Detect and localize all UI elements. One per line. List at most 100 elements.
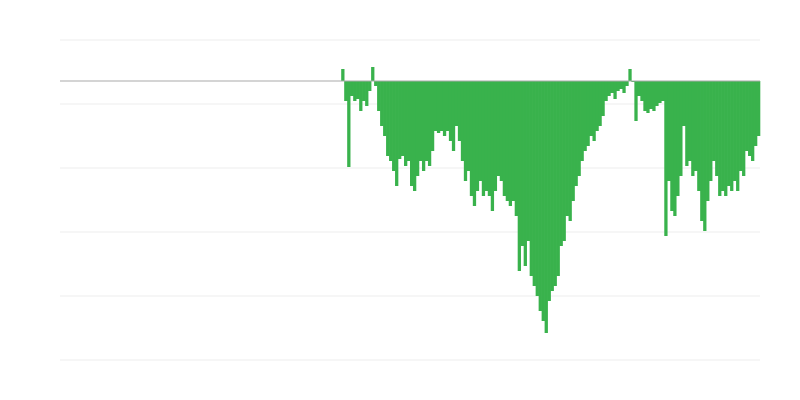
bar — [541, 81, 545, 321]
bar — [421, 81, 426, 171]
bar — [395, 81, 399, 186]
bar — [466, 81, 471, 171]
bar — [703, 81, 707, 231]
bar — [682, 81, 686, 126]
bar — [374, 81, 378, 86]
bar — [745, 81, 749, 151]
bar — [580, 81, 584, 161]
bar — [634, 81, 638, 121]
bar — [706, 81, 710, 201]
bar — [556, 81, 560, 276]
bars — [341, 67, 761, 333]
bar — [724, 81, 728, 196]
bar — [553, 81, 557, 286]
bar — [493, 81, 498, 191]
bar — [469, 81, 474, 196]
bar — [356, 81, 360, 99]
bar — [697, 81, 701, 191]
bar — [619, 81, 623, 89]
bar — [511, 81, 516, 201]
bar — [715, 81, 719, 176]
bar — [661, 81, 665, 101]
bar — [415, 81, 420, 176]
bar — [377, 81, 381, 111]
bar — [562, 81, 566, 241]
bar — [514, 81, 518, 216]
bar — [616, 81, 620, 91]
bar — [586, 81, 590, 146]
bar — [652, 81, 656, 111]
bar — [523, 81, 527, 266]
bar — [478, 81, 483, 181]
bar — [344, 81, 348, 101]
bar — [688, 81, 692, 161]
bar — [517, 81, 521, 271]
bar — [389, 81, 393, 161]
bar — [481, 81, 486, 196]
bar — [436, 81, 441, 133]
bar — [359, 81, 363, 111]
bar — [430, 81, 435, 151]
bar — [472, 81, 477, 206]
bar — [401, 81, 405, 156]
bar — [496, 81, 501, 176]
bar — [670, 81, 674, 211]
bar — [658, 81, 662, 103]
bar — [463, 81, 468, 181]
bar — [694, 81, 698, 171]
bar — [733, 81, 737, 181]
bar — [625, 81, 629, 86]
bar — [392, 81, 396, 171]
bar — [592, 81, 596, 141]
bar — [502, 81, 507, 196]
bar — [736, 81, 740, 191]
bar — [757, 81, 761, 136]
bar — [583, 81, 587, 151]
bar — [610, 81, 614, 93]
bar — [718, 81, 722, 196]
bar — [487, 81, 492, 196]
bar — [685, 81, 689, 166]
bar — [568, 81, 572, 221]
bar — [664, 81, 668, 236]
bar — [691, 81, 695, 176]
bar — [589, 81, 593, 136]
bar — [676, 81, 680, 196]
bar — [748, 81, 752, 156]
bar — [407, 81, 411, 161]
bar — [730, 81, 734, 191]
bar — [529, 81, 533, 276]
bar — [475, 81, 480, 191]
bar — [418, 81, 423, 161]
bar — [739, 81, 743, 171]
bar — [532, 81, 536, 286]
bar — [484, 81, 489, 191]
bar — [604, 81, 608, 101]
bar — [538, 81, 542, 311]
bar — [454, 81, 459, 126]
bar — [460, 81, 465, 161]
bar — [508, 81, 513, 206]
bar — [380, 81, 384, 126]
bar — [754, 81, 758, 146]
bar — [679, 81, 683, 176]
bar — [505, 81, 510, 201]
bar — [398, 81, 402, 159]
bar — [577, 81, 581, 176]
bar — [622, 81, 626, 93]
bar — [371, 67, 375, 81]
bar — [535, 81, 539, 296]
bar — [490, 81, 495, 211]
bar — [457, 81, 462, 141]
bar — [712, 81, 716, 161]
bar — [721, 81, 725, 191]
bar — [445, 81, 450, 131]
bar — [520, 81, 524, 246]
bar — [350, 81, 354, 96]
bar — [640, 81, 644, 101]
bar — [412, 81, 417, 191]
bar — [362, 81, 366, 101]
bar — [700, 81, 704, 221]
bar — [368, 81, 372, 91]
